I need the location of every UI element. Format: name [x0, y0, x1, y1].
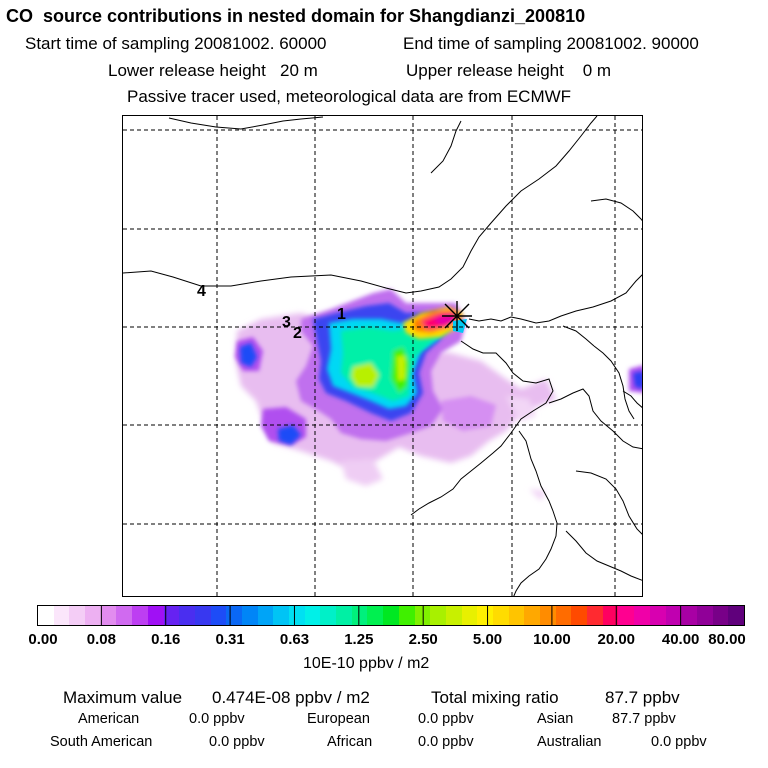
colorbar-tick-label: 0.63	[279, 631, 310, 648]
colorbar-swatch	[461, 606, 478, 625]
plume-green	[341, 323, 446, 401]
colorbar-swatch	[571, 606, 588, 625]
colorbar-swatch	[492, 606, 509, 625]
colorbar-swatch	[194, 606, 211, 625]
colorbar-swatch	[53, 606, 70, 625]
colorbar-tick-label: 10.00	[533, 631, 571, 648]
colorbar-swatch	[696, 606, 713, 625]
colorbar-tick-label: 1.25	[344, 631, 374, 648]
colorbar-swatch	[712, 606, 729, 625]
lat-lon-grid	[123, 116, 642, 596]
colorbar-tick-label: 2.50	[408, 631, 438, 648]
colorbar-swatch	[116, 606, 133, 625]
region-south-american-name: South American	[50, 734, 153, 750]
colorbar-tick-label: 0.31	[215, 631, 245, 648]
region-south-american-value: 0.0 ppbv	[209, 734, 265, 750]
colorbar-swatch	[540, 606, 556, 625]
colorbar-swatch	[587, 606, 603, 625]
colorbar-swatch	[430, 606, 446, 625]
colorbar-swatch	[38, 606, 54, 625]
start-time-label: Start time of sampling 20081002. 60000	[25, 34, 327, 53]
page-title: CO source contributions in nested domain…	[6, 6, 586, 26]
colorbar-swatch	[602, 606, 619, 625]
colorbar-swatch	[147, 606, 164, 625]
colorbar-swatch	[445, 606, 462, 625]
region-american-name: American	[78, 711, 140, 727]
colorbar-swatch	[634, 606, 650, 625]
colorbar-swatch	[257, 606, 274, 625]
colorbar-swatch	[132, 606, 148, 625]
colorbar-swatch	[163, 606, 180, 625]
total-mixing-label: Total mixing ratio	[431, 688, 559, 707]
colorbar-swatch	[351, 606, 368, 625]
colorbar-swatch	[665, 606, 682, 625]
region-australian-name: Australian	[537, 734, 602, 750]
region-american-value: 0.0 ppbv	[189, 711, 245, 727]
max-value-label: Maximum value	[63, 688, 183, 707]
region-african-value: 0.0 ppbv	[418, 734, 474, 750]
colorbar-swatch	[508, 606, 525, 625]
region-african-name: African	[327, 734, 373, 750]
colorbar-swatch	[681, 606, 697, 625]
colorbar-swatch	[367, 606, 384, 625]
receptor-star-icon	[442, 301, 472, 331]
colorbar-swatch	[383, 606, 399, 625]
region-european-name: European	[307, 711, 370, 727]
colorbar-swatch	[179, 606, 195, 625]
concentration-map	[123, 116, 642, 596]
colorbar-swatch	[85, 606, 101, 625]
colorbar-swatch	[304, 606, 321, 625]
colorbar-swatch	[398, 606, 415, 625]
colorbar-swatch	[69, 606, 86, 625]
colorbar	[37, 605, 745, 626]
region-asian-name: Asian	[537, 711, 574, 727]
colorbar-swatch	[649, 606, 666, 625]
lower-height-label: Lower release height 20 m	[108, 61, 318, 80]
colorbar-swatch	[524, 606, 540, 625]
colorbar-swatch	[555, 606, 572, 625]
colorbar-swatch	[226, 606, 242, 625]
colorbar-swatch	[477, 606, 493, 625]
colorbar-swatch	[273, 606, 289, 625]
colorbar-units: 10E-10 ppbv / m2	[303, 655, 430, 672]
region-label-3: 3	[282, 314, 291, 331]
end-time-label: End time of sampling 20081002. 90000	[403, 34, 699, 53]
total-mixing-value: 87.7 ppbv	[605, 688, 680, 707]
region-australian-value: 0.0 ppbv	[651, 734, 707, 750]
upper-height-label: Upper release height 0 m	[406, 61, 612, 80]
colorbar-swatch	[618, 606, 635, 625]
colorbar-tick-label: 5.00	[472, 631, 503, 648]
colorbar-swatch	[414, 606, 431, 625]
map-panel	[122, 115, 643, 597]
colorbar-swatch	[289, 606, 305, 625]
colorbar-swatch	[241, 606, 258, 625]
plume-core	[403, 307, 463, 339]
colorbar-tick-label: 0.16	[151, 631, 181, 648]
colorbar-swatch	[728, 606, 744, 625]
colorbar-tick-label: 40.00	[661, 631, 700, 648]
max-value: 0.474E-08 ppbv / m2	[212, 688, 370, 707]
region-label-4: 4	[197, 283, 206, 300]
colorbar-swatch	[210, 606, 227, 625]
region-label-2: 2	[293, 325, 302, 342]
colorbar-tick-label: 0.08	[86, 631, 116, 648]
colorbar-swatch	[336, 606, 352, 625]
colorbar-tick-label: 0.00	[28, 631, 58, 648]
plume-east-edge	[453, 319, 467, 333]
coastline	[123, 116, 642, 596]
region-european-value: 0.0 ppbv	[418, 711, 474, 727]
region-label-1: 1	[337, 306, 346, 323]
colorbar-swatch	[320, 606, 337, 625]
colorbar-tick-label: 80.00	[708, 631, 746, 648]
colorbar-swatch	[100, 606, 117, 625]
region-asian-value: 87.7 ppbv	[612, 711, 676, 727]
colorbar-tick-label: 20.00	[597, 631, 636, 648]
tracer-note: Passive tracer used, meteorological data…	[127, 87, 572, 106]
